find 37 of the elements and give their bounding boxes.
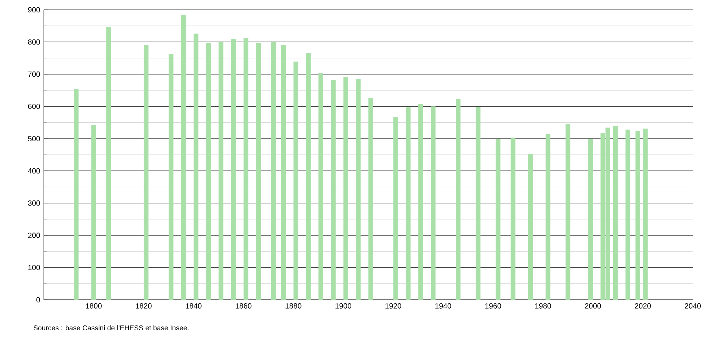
bar	[431, 106, 436, 300]
bar	[92, 125, 96, 300]
bar	[566, 124, 571, 300]
bar	[206, 43, 212, 300]
bar	[318, 73, 324, 300]
bar	[194, 34, 199, 300]
bar	[271, 42, 276, 300]
bar	[281, 45, 286, 300]
bar	[231, 39, 236, 300]
bar	[476, 107, 481, 300]
bar	[528, 154, 534, 300]
bar	[456, 99, 461, 300]
bar	[244, 38, 249, 300]
bar	[588, 139, 594, 300]
bar	[510, 138, 516, 300]
bar	[181, 15, 186, 300]
bar	[546, 134, 551, 300]
bar	[636, 131, 640, 300]
bar	[331, 80, 336, 300]
bar	[356, 78, 361, 300]
bar	[74, 88, 79, 300]
bar	[406, 108, 411, 300]
bar	[496, 139, 501, 300]
bar	[144, 45, 149, 300]
bar	[344, 77, 348, 300]
bar	[294, 62, 298, 300]
bar	[418, 104, 424, 300]
bar	[168, 54, 174, 300]
bar	[306, 53, 311, 300]
bar	[394, 117, 398, 300]
bar	[218, 42, 224, 300]
bar	[368, 98, 374, 300]
bar	[256, 43, 262, 300]
bar	[613, 126, 618, 300]
bar	[106, 27, 112, 300]
bar	[643, 128, 648, 300]
bar	[626, 130, 630, 300]
